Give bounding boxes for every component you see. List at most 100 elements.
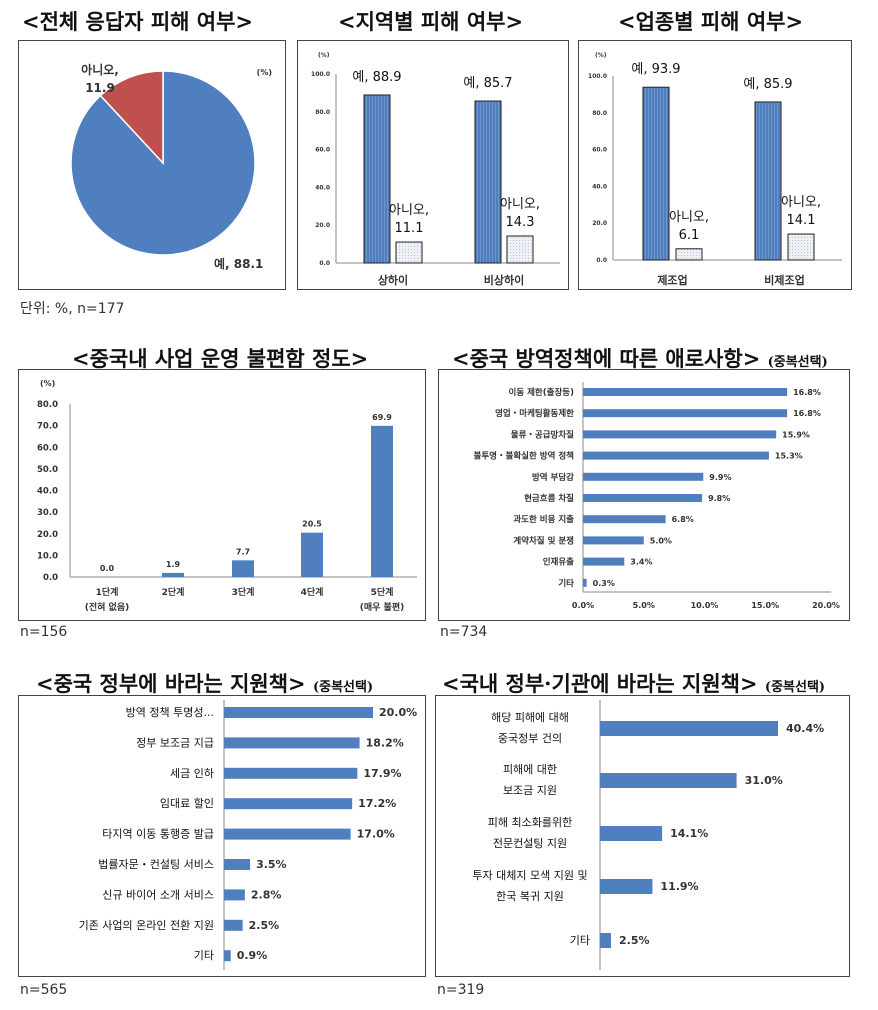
quarantine-category: 방역 부담감 xyxy=(532,472,574,483)
title-china-gov-text: <중국 정부에 바라는 지원책> xyxy=(36,671,306,696)
region-label-yes: 예, 85.7 xyxy=(463,76,512,91)
region-label-no-value: 11.1 xyxy=(395,221,424,236)
quarantine-xtick: 15.0% xyxy=(751,601,779,610)
title-quarantine-sub: (중복선택) xyxy=(767,355,828,370)
korea-gov-category: 피해 최소화를위한 xyxy=(488,815,572,829)
quarantine-bar xyxy=(583,578,587,587)
quarantine-bar xyxy=(583,515,666,524)
inconvenience-ytick: 0.0 xyxy=(43,573,58,583)
inconvenience-ytick: 70.0 xyxy=(37,422,58,432)
industry-category: 비제조업 xyxy=(764,273,804,287)
china-gov-category: 정부 보조금 지급 xyxy=(136,736,214,749)
inconvenience-bar xyxy=(162,572,184,577)
quarantine-category: 인재유출 xyxy=(543,557,574,568)
inconvenience-ytick: 20.0 xyxy=(37,530,58,540)
korea-gov-value-label: 14.1% xyxy=(670,827,708,840)
note-inconvenience: n=156 xyxy=(20,624,68,640)
china-gov-value-label: 20.0% xyxy=(379,706,417,719)
quarantine-category: 불투명・불확실한 방역 정책 xyxy=(474,451,575,462)
china-gov-category: 타지역 이동 통행증 발급 xyxy=(102,828,214,841)
korea-gov-value-label: 40.4% xyxy=(786,722,824,735)
inconvenience-ytick: 80.0 xyxy=(37,400,58,410)
quarantine-value-label: 16.8% xyxy=(793,409,821,418)
industry-category: 제조업 xyxy=(657,273,687,287)
korea-gov-category-2: 중국정부 건의 xyxy=(498,732,562,745)
industry-bar xyxy=(787,233,815,261)
quarantine-bar xyxy=(583,430,777,439)
inconvenience-value-label: 0.0 xyxy=(100,564,115,573)
quarantine-value-label: 3.4% xyxy=(630,558,652,567)
region-bar xyxy=(506,235,534,264)
korea-gov-category: 피해에 대한 xyxy=(503,762,557,776)
inconvenience-bar xyxy=(232,560,254,577)
china-gov-value-label: 17.2% xyxy=(358,797,396,810)
china-gov-category: 법률자문・컨설팅 서비스 xyxy=(98,858,214,871)
quarantine-category: 현금흐름 차질 xyxy=(524,493,574,504)
industry-ytick: 80.0 xyxy=(592,110,607,117)
title-inconvenience: <중국내 사업 운영 불편함 정도> xyxy=(72,346,369,371)
inconvenience-value-label: 7.7 xyxy=(236,547,250,556)
industry-ytick: 20.0 xyxy=(592,220,607,227)
quarantine-category: 과도한 비용 지출 xyxy=(513,514,574,525)
industry-label-no-value: 14.1 xyxy=(787,213,816,228)
note-china-gov: n=565 xyxy=(20,982,68,998)
industry-ytick: 100.0 xyxy=(588,73,607,80)
title-region: <지역별 피해 여부> xyxy=(338,9,524,34)
korea-gov-bar xyxy=(600,933,612,948)
quarantine-xtick: 5.0% xyxy=(633,601,655,610)
region-label-no: 아니오, xyxy=(389,203,429,218)
region-ytick: 60.0 xyxy=(315,147,330,154)
china-gov-category: 기존 사업의 온라인 전환 지원 xyxy=(79,919,214,932)
inconvenience-category: 3단계 xyxy=(232,586,255,598)
pie-label-no-value: 11.9 xyxy=(85,81,115,95)
korea-gov-category-2: 한국 복귀 지원 xyxy=(496,890,564,903)
korea-gov-category: 해당 피해에 대해 xyxy=(491,710,569,724)
china-gov-bar xyxy=(224,889,245,901)
china-gov-value-label: 17.9% xyxy=(363,767,401,780)
china-gov-value-label: 17.0% xyxy=(357,828,395,841)
note-overall: 단위: %, n=177 xyxy=(20,301,125,317)
korea-gov-bar xyxy=(600,879,653,894)
quarantine-category: 이동 제한(출장등) xyxy=(509,387,575,398)
region-label-no: 아니오, xyxy=(500,197,540,212)
quarantine-category: 물류・공급망차질 xyxy=(511,429,574,440)
industry-bar xyxy=(675,248,703,261)
china-gov-bar xyxy=(224,859,251,870)
inconvenience-category: 2단계 xyxy=(162,586,185,598)
inconvenience-category-sub: (매우 불편) xyxy=(360,601,404,613)
pie-label-no: 아니오, xyxy=(81,62,119,77)
inconvenience-ytick: 40.0 xyxy=(37,487,58,497)
region-ytick: 100.0 xyxy=(311,71,330,78)
industry-bar xyxy=(754,101,782,261)
inconvenience-category: 5단계 xyxy=(371,586,394,598)
quarantine-category: 계약차질 및 분쟁 xyxy=(513,535,574,546)
inconvenience-ytick: 30.0 xyxy=(37,508,58,518)
china-gov-value-label: 0.9% xyxy=(237,949,268,962)
industry-label-no: 아니오, xyxy=(781,195,821,210)
quarantine-bar xyxy=(583,557,625,566)
china-gov-category: 임대료 할인 xyxy=(160,797,214,810)
inconvenience-bar xyxy=(301,532,323,577)
korea-gov-bar xyxy=(600,773,737,788)
korea-gov-category: 투자 대체지 모색 지원 및 xyxy=(472,869,587,882)
inconvenience-category: 4단계 xyxy=(301,586,324,598)
china-gov-bar xyxy=(224,919,243,931)
quarantine-bar xyxy=(583,409,788,418)
china-gov-bar xyxy=(224,828,351,840)
industry-label-no: 아니오, xyxy=(669,210,709,225)
region-unit: (%) xyxy=(318,52,330,59)
title-china-gov-sub: (중복선택) xyxy=(312,680,374,695)
inconvenience-bar xyxy=(371,425,393,577)
title-quarantine: <중국 방역정책에 따른 애로사항> (중복선택) xyxy=(452,343,828,373)
quarantine-category: 영업・마케팅활동제한 xyxy=(495,408,574,419)
region-label-yes: 예, 88.9 xyxy=(352,70,401,85)
region-bar xyxy=(395,241,423,264)
china-gov-category: 기타 xyxy=(194,949,214,962)
quarantine-value-label: 9.9% xyxy=(709,473,731,482)
china-gov-bar xyxy=(224,950,231,962)
title-korea-gov-sub: (중복선택) xyxy=(764,680,826,695)
industry-ytick: 0.0 xyxy=(596,257,607,264)
inconvenience-ytick: 50.0 xyxy=(37,465,58,475)
